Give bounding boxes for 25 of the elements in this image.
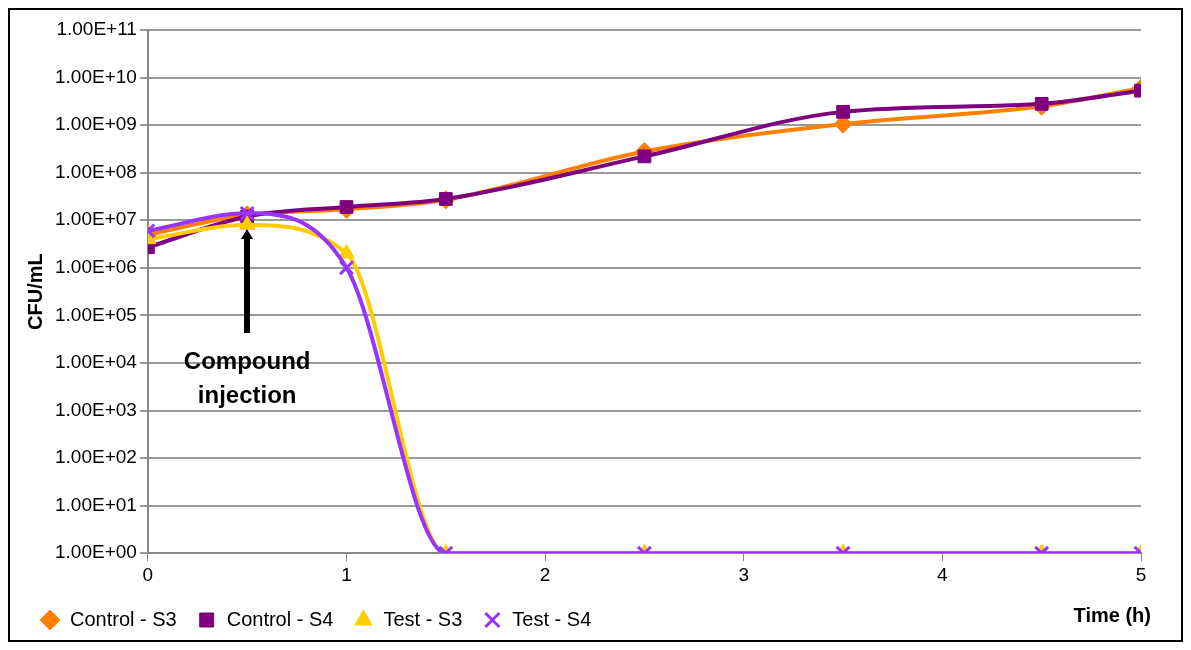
y-tick-label: 1.00E+02: [54, 446, 137, 468]
x-tick-label: 5: [1135, 563, 1147, 585]
x-axis-title: Time (h): [1073, 603, 1151, 626]
y-tick-label: 1.00E+04: [54, 351, 138, 373]
legend-label: Test - S3: [383, 607, 463, 630]
legend-label: Control - S3: [70, 607, 177, 630]
y-tick-label: 1.00E+07: [54, 208, 137, 230]
y-tick-label: 1.00E+06: [54, 256, 137, 278]
y-tick-label: 1.00E+00: [54, 541, 137, 563]
x-tick-label: 0: [142, 563, 154, 585]
y-tick-label: 1.00E+11: [56, 18, 137, 40]
y-tick-label: 1.00E+08: [54, 160, 137, 182]
annotation: Compound injection: [182, 345, 312, 410]
x-tick-label: 4: [937, 563, 949, 585]
y-tick-label: 1.00E+03: [54, 398, 137, 420]
x-tick-label: 3: [738, 563, 750, 585]
legend-label: Test - S4: [512, 607, 592, 630]
y-tick-label: 1.00E+10: [54, 65, 137, 87]
x-tick-label: 1: [341, 563, 352, 585]
y-tick-label: 1.00E+01: [54, 493, 137, 515]
y-axis-title: CFU/mL: [23, 253, 46, 330]
y-tick-label: 1.00E+05: [54, 303, 137, 325]
x-tick-label: 2: [539, 563, 551, 585]
y-tick-label: 1.00E+09: [54, 113, 137, 135]
legend-label: Control - S4: [226, 607, 334, 630]
